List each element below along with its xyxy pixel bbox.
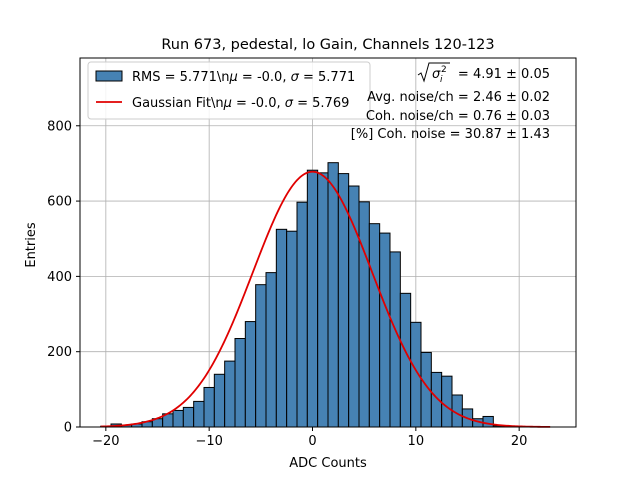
chart-title: Run 673, pedestal, lo Gain, Channels 120… — [161, 37, 494, 53]
y-tick-label: 200 — [47, 345, 72, 360]
legend-label-fit-sigma: 5.769 — [312, 96, 349, 111]
legend: RMS = 5.771\nμ = -0.0, σ = 5.771 Gaussia… — [87, 61, 371, 120]
histogram-bar — [296, 201, 308, 428]
gaussian-fit-line — [100, 170, 551, 428]
histogram-bar — [193, 400, 205, 428]
mu-symbol: μ — [223, 96, 232, 111]
histogram-bar — [234, 338, 246, 428]
histogram-bar — [441, 375, 453, 428]
histogram-bar — [244, 321, 257, 428]
histogram-bar — [182, 406, 195, 428]
x-tick-label: 10 — [408, 434, 425, 449]
y-tick-label: 0 — [64, 421, 72, 436]
histogram-bar — [172, 409, 184, 428]
histogram-bar — [203, 386, 215, 428]
legend-label-histogram: RMS = 5.771\nμ = -0.0, σ = 5.771 — [132, 70, 355, 85]
svg-text:2: 2 — [441, 65, 447, 75]
sqrt-sigma-symbol: σ i 2 — [417, 62, 450, 85]
histogram-bar — [255, 284, 267, 428]
x-axis-ticks: −20 −10 0 10 20 — [92, 427, 527, 449]
annotation-coh-noise-percent: [%] Coh. noise = 30.87 ± 1.43 — [351, 127, 550, 142]
y-tick-label: 800 — [47, 119, 72, 134]
y-tick-label: 600 — [47, 195, 72, 210]
legend-box — [87, 61, 371, 120]
histogram-bar — [306, 169, 319, 428]
noise-annotations: σ i 2 = 4.91 ± 0.05 Avg. noise/ch = 2.46… — [351, 62, 550, 142]
annotation-avg-noise: Avg. noise/ch = 2.46 ± 0.02 — [367, 90, 550, 105]
x-axis-label: ADC Counts — [289, 456, 367, 471]
sigma-symbol: σ — [291, 70, 300, 85]
y-tick-label: 400 — [47, 270, 72, 285]
y-axis-ticks: 0 200 400 600 800 — [47, 119, 80, 436]
legend-label-histogram-mu: -0.0 — [257, 70, 282, 85]
histogram-bar — [368, 223, 381, 428]
annotation-coh-noise: Coh. noise/ch = 0.76 ± 0.03 — [366, 109, 550, 124]
histogram-bar — [213, 373, 226, 428]
legend-label-fit-mu: -0.0 — [251, 96, 276, 111]
legend-label-histogram-prefix: RMS = 5.771\n — [132, 70, 230, 85]
histogram-bar — [265, 272, 277, 428]
histogram-bar — [224, 360, 236, 428]
svg-text:i: i — [440, 75, 443, 85]
mu-symbol: μ — [229, 70, 238, 85]
histogram-bar — [358, 201, 370, 428]
sigma-symbol: σ — [285, 96, 294, 111]
histogram-bars — [100, 162, 515, 428]
histogram-bar — [430, 371, 443, 428]
histogram-bar — [275, 228, 288, 428]
plot-frame — [79, 57, 577, 428]
annotation-sqrt-sigma: = 4.91 ± 0.05 — [458, 67, 550, 82]
x-tick-label: 0 — [308, 434, 316, 449]
legend-label-fit: Gaussian Fit\nμ = -0.0, σ = 5.769 — [132, 96, 349, 111]
histogram-bar — [348, 185, 360, 428]
histogram-bar — [317, 172, 329, 428]
x-tick-label: −10 — [195, 434, 222, 449]
x-tick-label: −20 — [92, 434, 119, 449]
histogram-bar — [482, 415, 494, 428]
x-tick-label: 20 — [511, 434, 528, 449]
histogram-bar — [286, 230, 298, 428]
histogram-bar — [327, 162, 339, 428]
legend-label-fit-prefix: Gaussian Fit\n — [132, 96, 224, 111]
legend-swatch-histogram — [95, 70, 123, 82]
svg-text:σ: σ — [432, 67, 441, 82]
histogram-bar — [379, 232, 391, 428]
y-axis-label: Entries — [24, 222, 39, 268]
legend-label-histogram-sigma: 5.771 — [318, 70, 355, 85]
